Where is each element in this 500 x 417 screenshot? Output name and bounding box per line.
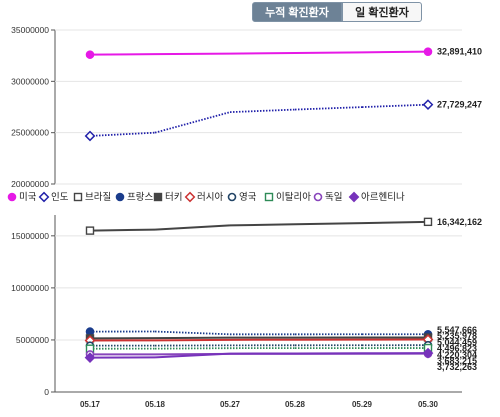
legend-entry: 독일: [325, 192, 342, 203]
series-line-1: [89, 131, 156, 137]
series-point-start-9: [84, 352, 96, 364]
series-line-9: [154, 352, 231, 359]
series-point-start-0: [85, 50, 95, 59]
top-ytick-label: 30000000: [11, 76, 49, 86]
series-line-2: [294, 222, 363, 226]
series-line-1: [361, 103, 429, 109]
tab-cumulative[interactable]: 누적 확진환자: [252, 2, 342, 22]
series-line-2: [154, 224, 231, 231]
series-point-start-3: [85, 327, 95, 336]
bottom-ytick-label: 15000000: [11, 231, 49, 241]
chart-mode-tabs: 누적 확진환자 일 확진환자: [252, 2, 422, 22]
legend-entry: 인도: [51, 192, 69, 203]
legend-entry: 브라질: [85, 191, 111, 203]
end-label: 27,729,247: [437, 100, 482, 110]
series-point-end-9: [422, 347, 434, 359]
legend-marker: [115, 192, 125, 202]
legend-marker: [313, 192, 323, 202]
legend-marker: [184, 191, 196, 203]
tab-daily[interactable]: 일 확진환자: [342, 2, 422, 22]
series-line-0: [361, 50, 429, 54]
end-label: 4,220,304: [437, 350, 477, 360]
series-point-end-2: [423, 217, 433, 227]
series-line-2: [89, 228, 156, 232]
legend-marker: [227, 192, 237, 202]
series-line-0: [294, 51, 363, 54]
series-line-3: [154, 330, 231, 336]
bottom-ytick-label: 5000000: [16, 335, 49, 345]
legend-entry: 영국: [239, 192, 257, 203]
end-label: 16,342,162: [437, 217, 482, 227]
legend-entry: 아르헨티나: [361, 191, 405, 203]
series-line-1: [154, 111, 231, 134]
x-tick-label: 05.17: [80, 400, 101, 409]
series-line-0: [89, 53, 156, 56]
legend-marker: [153, 192, 163, 202]
top-ytick-label: 20000000: [11, 179, 49, 189]
end-label: 5,044,459: [437, 337, 477, 347]
x-tick-label: 05.27: [220, 400, 241, 409]
x-tick-label: 05.29: [352, 400, 373, 409]
legend-marker: [348, 191, 360, 203]
series-point-end-0: [423, 47, 433, 56]
legend-marker: [264, 192, 274, 202]
x-tick-label: 05.30: [418, 400, 439, 409]
legend-entry: 터키: [165, 192, 182, 203]
bottom-ytick-label: 0: [44, 387, 49, 397]
legend-marker: [7, 192, 17, 202]
series-line-5: [154, 338, 231, 342]
x-tick-label: 05.18: [145, 400, 166, 409]
series-point-end-1: [422, 99, 434, 111]
series-line-0: [154, 52, 231, 56]
series-line-1: [229, 108, 296, 114]
end-label: 5,547,666: [437, 325, 477, 335]
end-label: 5,235,978: [437, 331, 477, 341]
legend-entry: 러시아: [197, 192, 223, 203]
legend-entry: 미국: [19, 192, 37, 203]
top-ytick-label: 35000000: [11, 25, 49, 35]
series-point-start-1: [84, 130, 96, 142]
series-line-4: [154, 336, 231, 340]
bottom-ytick-label: 10000000: [11, 283, 49, 293]
series-line-2: [229, 223, 296, 227]
series-line-1: [294, 106, 363, 111]
series-line-2: [361, 220, 429, 225]
legend-entry: 프랑스: [127, 191, 153, 203]
legend-entry: 이탈리아: [276, 191, 311, 203]
top-ytick-label: 25000000: [11, 128, 49, 138]
end-label: 4,496,823: [437, 344, 477, 354]
series-line-0: [229, 51, 296, 55]
end-label: 32,891,410: [437, 47, 482, 57]
legend-marker: [73, 192, 83, 202]
x-tick-label: 05.28: [285, 400, 306, 409]
legend-marker: [38, 191, 50, 203]
end-label: 3,683,215: [437, 356, 477, 366]
series-point-start-2: [85, 226, 95, 235]
end-label: 3,732,263: [437, 362, 477, 372]
